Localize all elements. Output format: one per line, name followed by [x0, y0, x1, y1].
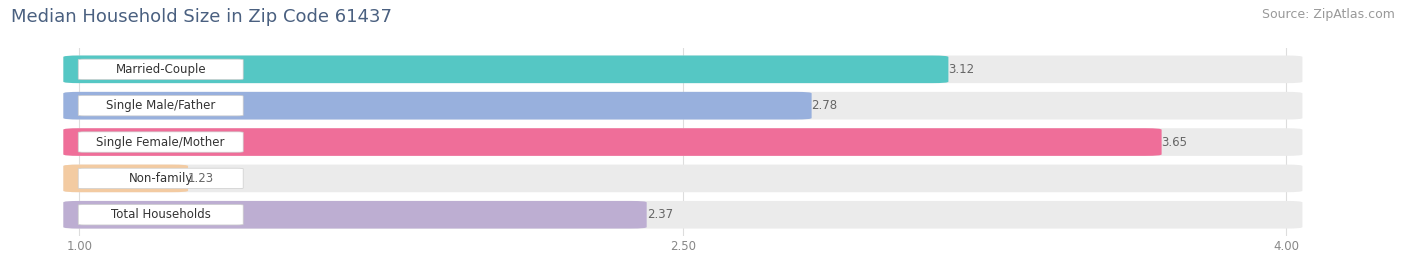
FancyBboxPatch shape: [79, 59, 243, 80]
FancyBboxPatch shape: [63, 128, 1302, 156]
FancyBboxPatch shape: [63, 92, 1302, 120]
FancyBboxPatch shape: [63, 92, 811, 120]
Text: 2.78: 2.78: [811, 99, 838, 112]
Text: Married-Couple: Married-Couple: [115, 63, 207, 76]
Text: Single Female/Mother: Single Female/Mother: [97, 136, 225, 148]
Text: 2.37: 2.37: [647, 208, 673, 221]
Text: 1.23: 1.23: [188, 172, 214, 185]
FancyBboxPatch shape: [63, 55, 1302, 83]
FancyBboxPatch shape: [79, 168, 243, 189]
FancyBboxPatch shape: [63, 128, 1161, 156]
FancyBboxPatch shape: [79, 204, 243, 225]
FancyBboxPatch shape: [79, 95, 243, 116]
FancyBboxPatch shape: [63, 201, 1302, 229]
FancyBboxPatch shape: [63, 201, 647, 229]
FancyBboxPatch shape: [63, 165, 1302, 192]
Text: Source: ZipAtlas.com: Source: ZipAtlas.com: [1261, 8, 1395, 21]
FancyBboxPatch shape: [63, 55, 949, 83]
Text: Median Household Size in Zip Code 61437: Median Household Size in Zip Code 61437: [11, 8, 392, 26]
Text: Total Households: Total Households: [111, 208, 211, 221]
Text: 3.12: 3.12: [949, 63, 974, 76]
FancyBboxPatch shape: [63, 165, 188, 192]
FancyBboxPatch shape: [79, 132, 243, 152]
Text: Non-family: Non-family: [128, 172, 193, 185]
Text: 3.65: 3.65: [1161, 136, 1188, 148]
Text: Single Male/Father: Single Male/Father: [105, 99, 215, 112]
